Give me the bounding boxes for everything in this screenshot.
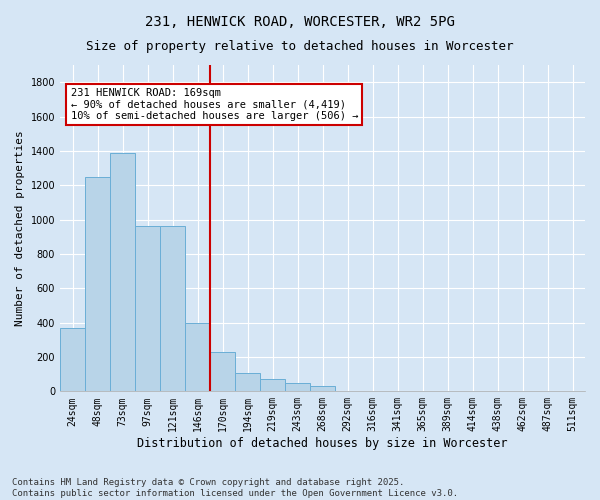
Bar bbox=[235, 374, 260, 392]
Bar bbox=[110, 152, 135, 392]
Bar bbox=[210, 352, 235, 392]
Bar bbox=[185, 322, 210, 392]
Text: Contains HM Land Registry data © Crown copyright and database right 2025.
Contai: Contains HM Land Registry data © Crown c… bbox=[12, 478, 458, 498]
Text: Size of property relative to detached houses in Worcester: Size of property relative to detached ho… bbox=[86, 40, 514, 53]
Bar bbox=[260, 380, 285, 392]
Text: 231, HENWICK ROAD, WORCESTER, WR2 5PG: 231, HENWICK ROAD, WORCESTER, WR2 5PG bbox=[145, 15, 455, 29]
Bar bbox=[85, 176, 110, 392]
Bar bbox=[285, 382, 310, 392]
Bar bbox=[60, 328, 85, 392]
Bar bbox=[160, 226, 185, 392]
Text: 231 HENWICK ROAD: 169sqm
← 90% of detached houses are smaller (4,419)
10% of sem: 231 HENWICK ROAD: 169sqm ← 90% of detach… bbox=[71, 88, 358, 121]
Y-axis label: Number of detached properties: Number of detached properties bbox=[15, 130, 25, 326]
Bar bbox=[135, 226, 160, 392]
Bar bbox=[310, 386, 335, 392]
X-axis label: Distribution of detached houses by size in Worcester: Distribution of detached houses by size … bbox=[137, 437, 508, 450]
